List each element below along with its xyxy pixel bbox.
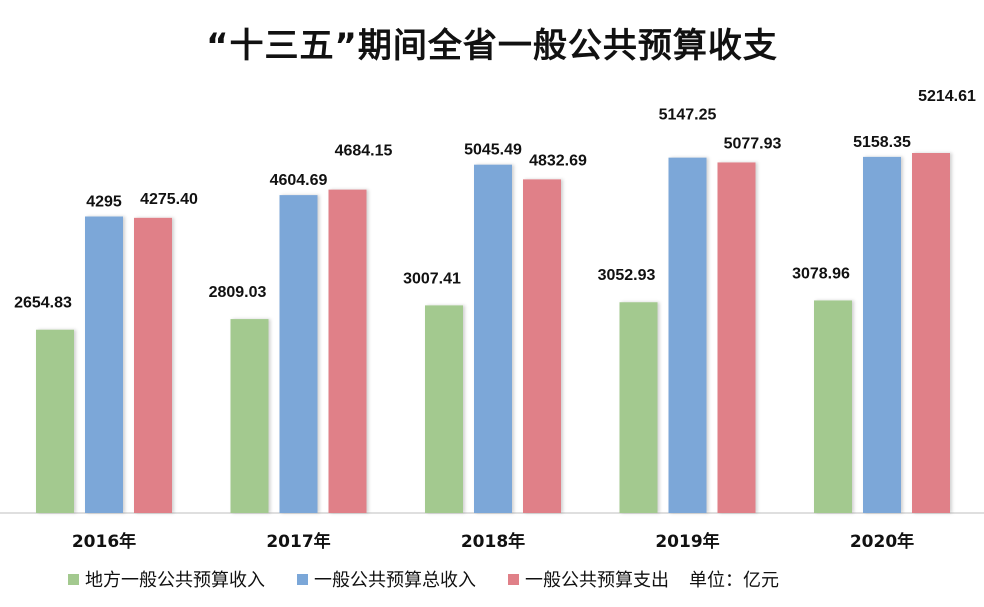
x-tick-label: 2018年: [461, 531, 525, 552]
data-label: 4604.69: [270, 172, 328, 189]
data-label: 4684.15: [335, 143, 393, 160]
legend-swatch: [297, 573, 308, 585]
legend-item-local-revenue: 地方一般公共预算收入: [68, 566, 265, 592]
unit-label: 单位：亿元: [689, 570, 779, 591]
legend: 地方一般公共预算收入 一般公共预算总收入 一般公共预算支出 单位：亿元: [68, 566, 779, 592]
x-tick-label: 2019年: [655, 531, 719, 552]
legend-item-expenditure: 一般公共预算支出: [508, 566, 669, 592]
bar-expenditure-4: [912, 153, 950, 513]
data-label: 2654.83: [14, 295, 72, 312]
x-tick-label: 2020年: [850, 531, 914, 552]
bar-total-revenue-3: [668, 157, 707, 513]
data-label: 3078.96: [792, 265, 850, 282]
data-label: 5214.61: [918, 88, 976, 105]
data-label: 4832.69: [529, 152, 587, 169]
bar-total-revenue-4: [863, 156, 901, 513]
data-label: 3052.93: [598, 267, 656, 284]
data-label: 5158.35: [853, 134, 911, 151]
bar-local-revenue-0: [36, 329, 74, 513]
bar-expenditure-0: [134, 217, 172, 513]
data-label: 4275.40: [140, 191, 198, 208]
legend-swatch: [68, 573, 79, 585]
bar-total-revenue-1: [279, 195, 318, 513]
bar-local-revenue-1: [230, 319, 269, 513]
bar-local-revenue-2: [425, 305, 463, 513]
data-label: 5045.49: [464, 142, 522, 159]
legend-label: 地方一般公共预算收入: [85, 570, 265, 591]
x-tick-label: 2016年: [72, 531, 136, 552]
bar-expenditure-2: [523, 179, 561, 514]
bar-total-revenue-0: [85, 216, 123, 513]
bar-total-revenue-2: [474, 164, 512, 513]
bar-local-revenue-4: [814, 300, 852, 513]
data-label: 3007.41: [403, 270, 461, 287]
chart-title: “十三五”期间全省一般公共预算收支: [206, 26, 778, 66]
bar-local-revenue-3: [619, 302, 658, 513]
bar-expenditure-1: [328, 189, 367, 513]
legend-swatch: [508, 573, 519, 585]
data-label: 5147.25: [659, 107, 717, 124]
data-label: 2809.03: [209, 284, 267, 301]
data-label: 4295: [86, 193, 122, 210]
bar-expenditure-3: [717, 162, 756, 513]
x-tick-label: 2017年: [266, 531, 330, 552]
legend-label: 一般公共预算总收入: [314, 570, 476, 591]
legend-label: 一般公共预算支出: [525, 570, 669, 591]
data-label: 5077.93: [724, 135, 782, 152]
legend-item-total-revenue: 一般公共预算总收入: [297, 566, 476, 592]
